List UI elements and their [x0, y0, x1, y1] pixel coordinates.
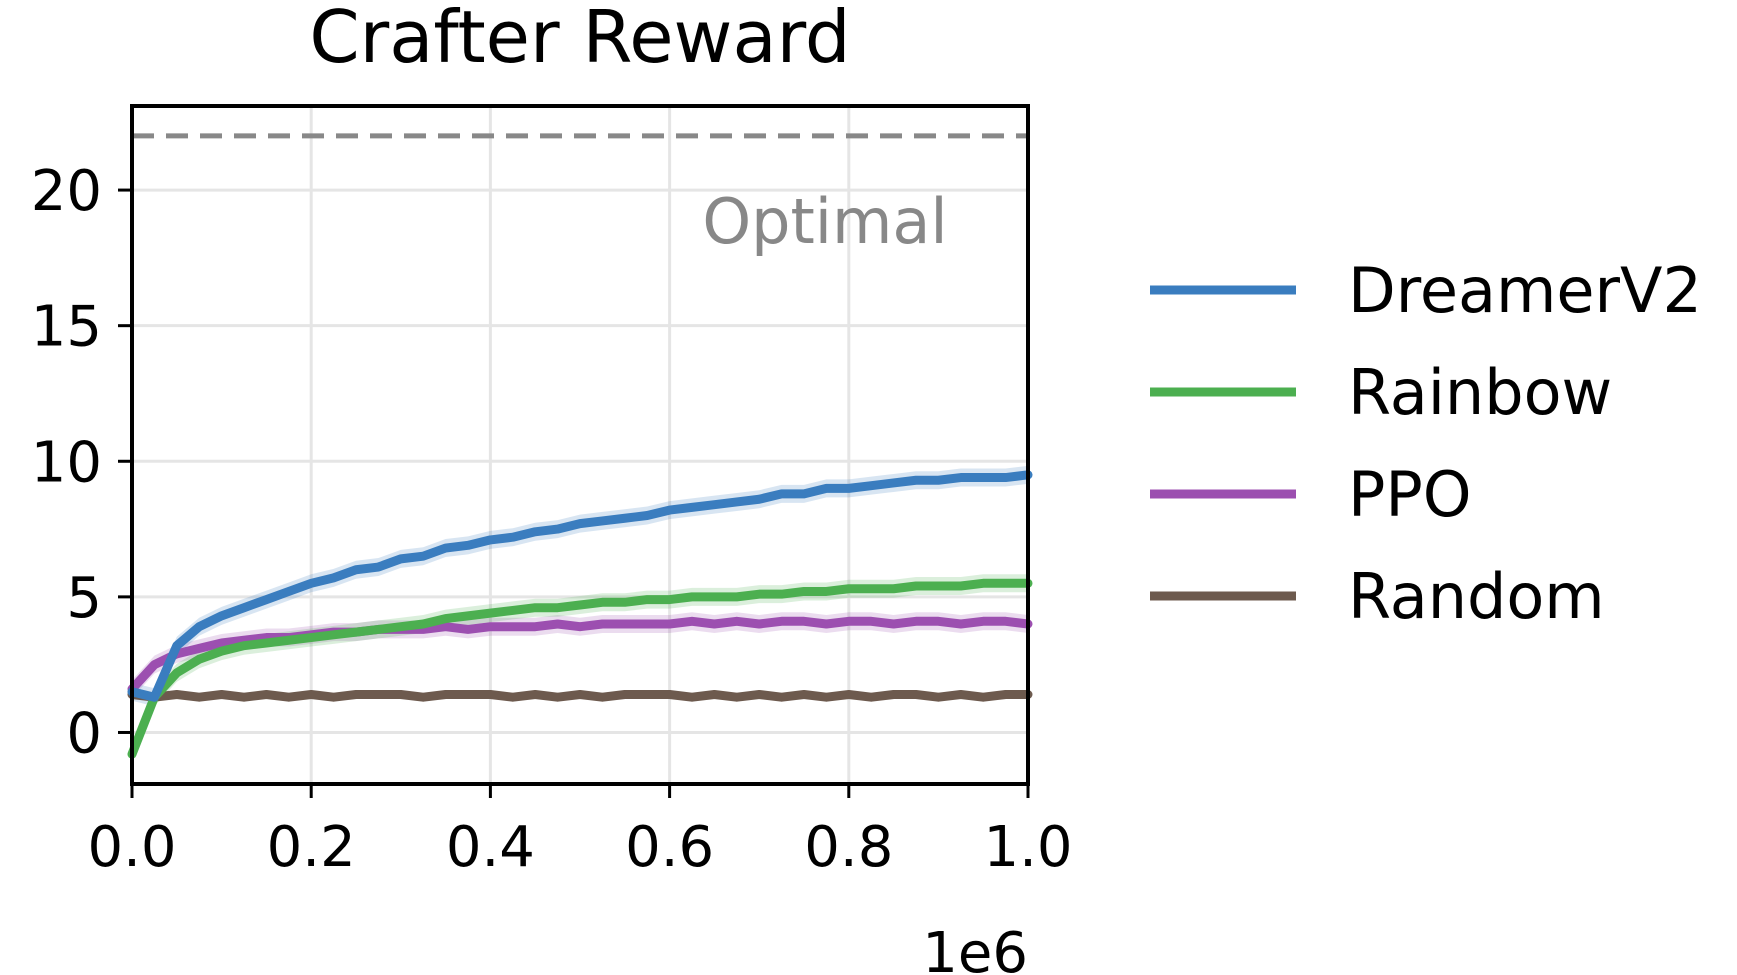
- y-tick-label: 15: [31, 295, 102, 360]
- series-bands: [132, 465, 1028, 764]
- series-lines: [127, 470, 1033, 759]
- legend-label-dreamerv2: DreamerV2: [1348, 254, 1702, 327]
- y-tick-label: 10: [31, 430, 102, 495]
- x-tick-label: 1.0: [983, 815, 1072, 880]
- y-tick-label: 20: [31, 159, 102, 224]
- x-axis-ticks: 0.0 0.2 0.4 0.6 0.8 1.0: [87, 784, 1073, 880]
- x-tick-label: 0.4: [446, 815, 535, 880]
- series-line-random: [127, 690, 1033, 702]
- y-axis-ticks: 0 5 10 15 20: [31, 159, 132, 766]
- x-tick-label: 0.6: [625, 815, 714, 880]
- plot-frame: [130, 104, 1030, 786]
- x-offset-label: 1e6: [922, 921, 1028, 975]
- optimal-label: Optimal: [702, 185, 947, 258]
- y-tick-label: 5: [66, 566, 102, 631]
- chart-title: Crafter Reward: [309, 0, 850, 79]
- legend-label-ppo: PPO: [1348, 458, 1472, 531]
- legend-label-rainbow: Rainbow: [1348, 356, 1612, 429]
- legend: DreamerV2 Rainbow PPO Random: [1150, 254, 1702, 633]
- y-tick-label: 0: [66, 701, 102, 766]
- x-tick-label: 0.8: [804, 815, 893, 880]
- series-line-dreamerv2: [127, 470, 1033, 702]
- x-tick-label: 0.0: [87, 815, 176, 880]
- x-tick-label: 0.2: [267, 815, 356, 880]
- series-band-rainbow: [132, 574, 1028, 764]
- legend-label-random: Random: [1348, 560, 1605, 633]
- series-line-rainbow: [127, 578, 1033, 759]
